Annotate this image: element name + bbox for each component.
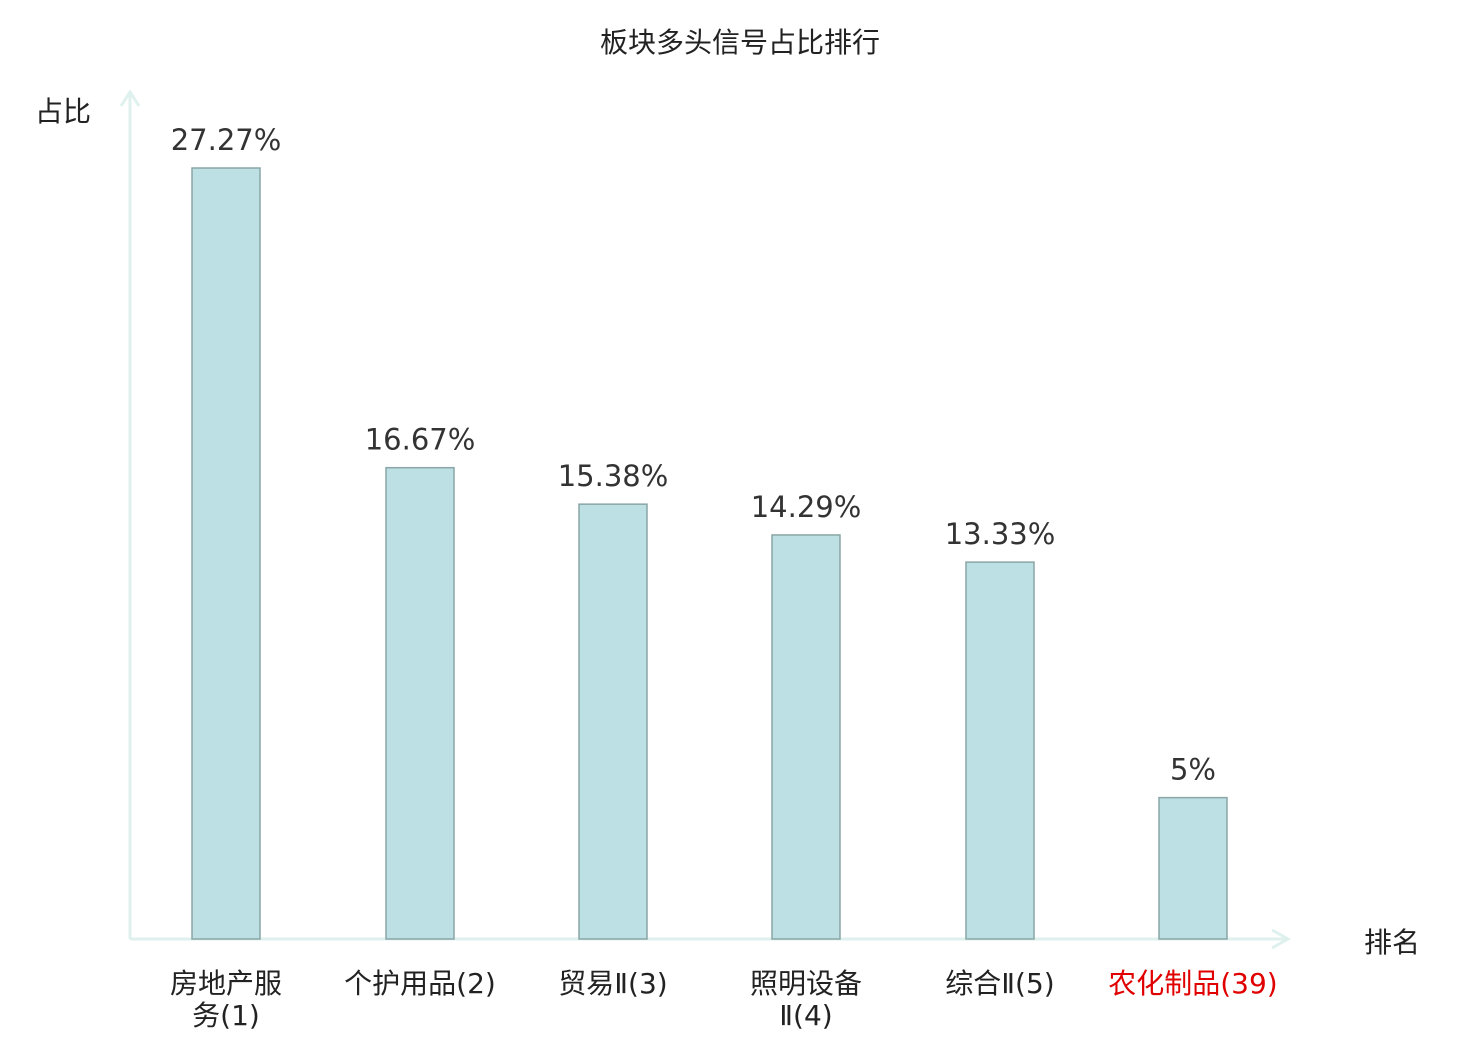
x-tick-label: Ⅱ(4) (779, 999, 832, 1032)
value-label: 15.38% (558, 459, 669, 493)
y-axis-label: 占比 (35, 95, 91, 128)
bar (965, 561, 1035, 940)
value-label: 16.67% (365, 423, 476, 457)
y-axis-arrow-icon (119, 89, 141, 107)
x-axis-arrow-icon (1271, 928, 1292, 950)
bar (1158, 796, 1228, 940)
bar (191, 167, 261, 940)
x-tick-label: 务(1) (192, 999, 260, 1032)
x-tick-label: 房地产服 (170, 967, 282, 1000)
bar (771, 534, 841, 940)
chart-title: 板块多头信号占比排行 (600, 26, 880, 59)
x-tick-label: 贸易Ⅱ(3) (558, 967, 667, 1000)
bar (578, 503, 648, 940)
x-axis-label: 排名 (1364, 926, 1420, 959)
bar (385, 466, 455, 940)
value-label: 5% (1170, 753, 1216, 787)
x-tick-label: 个护用品(2) (344, 967, 496, 1000)
x-tick-label: 农化制品(39) (1108, 967, 1277, 1000)
x-tick-label: 照明设备 (750, 967, 862, 1000)
value-label: 13.33% (945, 517, 1056, 551)
x-tick-label: 综合Ⅱ(5) (945, 967, 1054, 1000)
value-label: 14.29% (751, 490, 862, 524)
value-label: 27.27% (171, 123, 282, 157)
